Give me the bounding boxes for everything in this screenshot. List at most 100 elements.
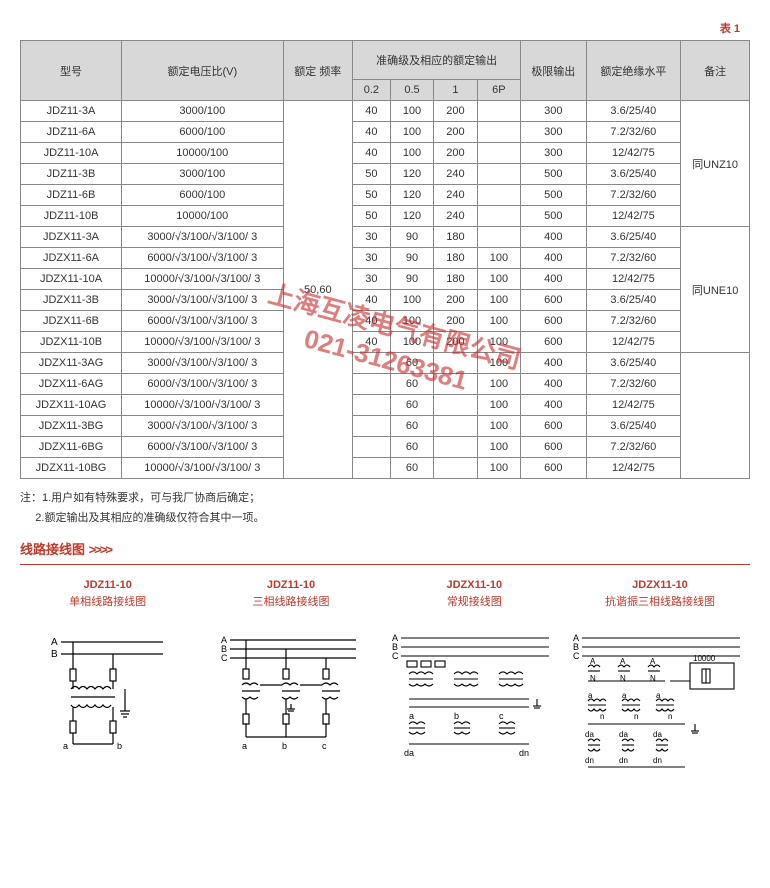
diagrams-row: JDZ11-10 单相线路接线图 A B a b	[20, 579, 750, 779]
diag1-title: JDZ11-10	[20, 579, 195, 591]
cell-acc-0: 30	[353, 248, 391, 269]
svg-text:C: C	[221, 653, 228, 663]
cell-model: JDZX11-10AG	[21, 395, 122, 416]
cell-limit: 600	[521, 416, 586, 437]
cell-acc-1: 100	[390, 122, 433, 143]
cell-limit: 400	[521, 374, 586, 395]
cell-acc-0: 40	[353, 290, 391, 311]
cell-acc-1: 100	[390, 332, 433, 353]
cell-model: JDZX11-3A	[21, 227, 122, 248]
cell-insul: 3.6/25/40	[586, 101, 681, 122]
cell-acc-2	[434, 458, 477, 479]
cell-acc-1: 100	[390, 290, 433, 311]
cell-acc-0	[353, 395, 391, 416]
cell-model: JDZX11-3AG	[21, 353, 122, 374]
svg-text:dn: dn	[519, 748, 529, 758]
svg-text:dn: dn	[653, 756, 662, 765]
cell-acc-3: 100	[477, 269, 520, 290]
cell-acc-0	[353, 374, 391, 395]
cell-acc-1: 100	[390, 101, 433, 122]
diag3-title: JDZX11-10	[387, 579, 562, 591]
cell-limit: 600	[521, 290, 586, 311]
th-freq: 额定 频率	[283, 41, 352, 101]
svg-text:C: C	[392, 651, 399, 661]
cell-insul: 3.6/25/40	[586, 164, 681, 185]
table-row: JDZ11-6B6000/100501202405007.2/32/60	[21, 185, 750, 206]
cell-acc-2	[434, 353, 477, 374]
cell-insul: 12/42/75	[586, 458, 681, 479]
cell-ratio: 3000/√3/100/√3/100/ 3	[122, 290, 284, 311]
cell-insul: 3.6/25/40	[586, 353, 681, 374]
svg-text:dn: dn	[619, 756, 628, 765]
cell-acc-3: 100	[477, 248, 520, 269]
cell-freq: 50,60	[283, 101, 352, 479]
table-row: JDZ11-3A3000/10050,60401002003003.6/25/4…	[21, 101, 750, 122]
cell-model: JDZ11-3B	[21, 164, 122, 185]
th-limit: 极限输出	[521, 41, 586, 101]
cell-model: JDZ11-6B	[21, 185, 122, 206]
cell-ratio: 6000/√3/100/√3/100/ 3	[122, 437, 284, 458]
cell-acc-0	[353, 416, 391, 437]
cell-acc-3	[477, 227, 520, 248]
cell-acc-1: 60	[390, 353, 433, 374]
svg-text:a: a	[656, 691, 661, 700]
cell-acc-1: 60	[390, 395, 433, 416]
cell-limit: 300	[521, 122, 586, 143]
cell-acc-2: 200	[434, 290, 477, 311]
cell-ratio: 6000/100	[122, 122, 284, 143]
svg-text:A: A	[51, 637, 58, 648]
svg-text:da: da	[404, 748, 414, 758]
cell-acc-2: 180	[434, 269, 477, 290]
cell-insul: 7.2/32/60	[586, 374, 681, 395]
diag1-sub: 单相线路接线图	[20, 593, 195, 609]
diag2-svg: A B C a b c	[216, 629, 366, 759]
cell-acc-2: 240	[434, 164, 477, 185]
cell-model: JDZX11-10A	[21, 269, 122, 290]
svg-text:b: b	[117, 741, 122, 751]
cell-acc-3: 100	[477, 437, 520, 458]
cell-model: JDZ11-10B	[21, 206, 122, 227]
cell-limit: 400	[521, 395, 586, 416]
table-row: JDZ11-3B3000/100501202405003.6/25/40	[21, 164, 750, 185]
svg-text:da: da	[619, 730, 628, 739]
cell-acc-2: 240	[434, 206, 477, 227]
cell-insul: 3.6/25/40	[586, 227, 681, 248]
svg-text:N: N	[590, 674, 596, 683]
cell-acc-2: 200	[434, 143, 477, 164]
svg-text:B: B	[51, 649, 58, 660]
svg-text:a: a	[242, 741, 247, 751]
cell-ratio: 3000/100	[122, 164, 284, 185]
cell-insul: 12/42/75	[586, 143, 681, 164]
cell-acc-3	[477, 164, 520, 185]
table-row: JDZ11-10A10000/1004010020030012/42/75	[21, 143, 750, 164]
section-title: 线路接线图 >>>>	[20, 539, 750, 558]
th-sub-1: 0.5	[390, 80, 433, 101]
svg-text:C: C	[573, 651, 580, 661]
table-row: JDZ11-6A6000/100401002003007.2/32/60	[21, 122, 750, 143]
cell-insul: 7.2/32/60	[586, 122, 681, 143]
svg-text:a: a	[588, 691, 593, 700]
cell-acc-2	[434, 437, 477, 458]
section-title-text: 线路接线图	[20, 542, 85, 557]
cell-model: JDZX11-6BG	[21, 437, 122, 458]
cell-acc-2: 180	[434, 248, 477, 269]
notes-prefix: 注：	[20, 492, 42, 504]
cell-remark: 同UNZ10	[681, 101, 750, 227]
diag4-svg: A B C AN AN AN 10000 an an an	[570, 629, 750, 779]
table-row: JDZX11-6A6000/√3/100/√3/100/ 33090180100…	[21, 248, 750, 269]
notes: 注：1.用户如有特殊要求，可与我厂协商后确定； 2.额定输出及其相应的准确级仅符…	[20, 489, 750, 529]
cell-acc-0: 30	[353, 227, 391, 248]
cell-acc-1: 120	[390, 206, 433, 227]
cell-acc-2: 200	[434, 311, 477, 332]
table-row: JDZX11-3A3000/√3/100/√3/100/ 33090180400…	[21, 227, 750, 248]
cell-acc-2: 240	[434, 185, 477, 206]
table-row: JDZX11-6BG6000/√3/100/√3/100/ 3601006007…	[21, 437, 750, 458]
svg-text:A: A	[620, 657, 626, 666]
cell-model: JDZ11-3A	[21, 101, 122, 122]
cell-limit: 400	[521, 248, 586, 269]
cell-acc-3: 100	[477, 395, 520, 416]
svg-text:A: A	[590, 657, 596, 666]
diag4-title: JDZX11-10	[570, 579, 750, 591]
cell-acc-1: 90	[390, 248, 433, 269]
cell-ratio: 10000/100	[122, 206, 284, 227]
